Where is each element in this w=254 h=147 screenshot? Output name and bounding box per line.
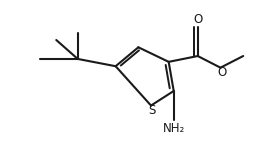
Text: S: S: [149, 104, 156, 117]
Text: O: O: [217, 66, 226, 78]
Text: NH₂: NH₂: [163, 122, 185, 135]
Text: O: O: [193, 13, 202, 26]
